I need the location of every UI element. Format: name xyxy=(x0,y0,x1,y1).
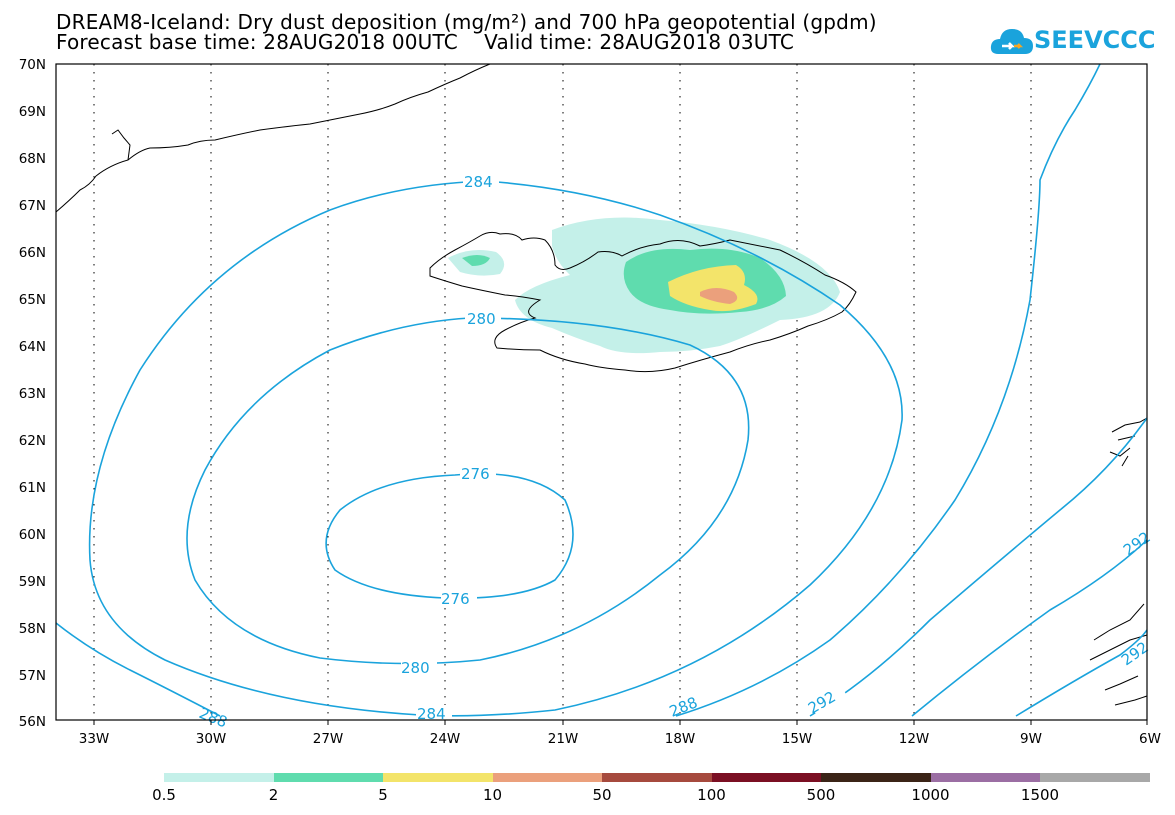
lat-label: 69N xyxy=(19,104,46,120)
map-frame xyxy=(55,63,1148,721)
logo-text: SEEVCCC xyxy=(1034,26,1156,54)
lat-label: 60N xyxy=(19,527,46,543)
lon-label: 9W xyxy=(1020,731,1042,747)
lon-label: 18W xyxy=(665,731,696,747)
contour-276 xyxy=(325,472,574,599)
geopotential-contours xyxy=(55,63,1148,717)
map-title-line1: DREAM8-Iceland: Dry dust deposition (mg/… xyxy=(56,10,877,34)
tick-marks xyxy=(93,720,1148,725)
contour-292-b xyxy=(911,539,1148,717)
colorbar-segment xyxy=(164,773,274,782)
contour-label: 288 xyxy=(667,693,700,720)
contour-288-left xyxy=(55,622,221,717)
contour-292-a xyxy=(809,417,1148,717)
contour-288-right xyxy=(675,63,1101,717)
colorbar-label: 0.5 xyxy=(152,786,176,804)
seevccc-logo: SEEVCCC xyxy=(990,20,1156,60)
colorbar-label: 100 xyxy=(697,786,726,804)
cloud-icon xyxy=(990,29,1033,54)
lat-labels: 70N 69N 68N 67N 66N 65N 64N 63N 62N 61N … xyxy=(19,57,46,730)
lon-label: 15W xyxy=(782,731,813,747)
contour-label: 284 xyxy=(417,705,446,723)
lat-label: 70N xyxy=(19,57,46,73)
colorbar-label: 2 xyxy=(268,786,279,804)
colorbar-segment xyxy=(602,773,712,782)
lon-label: 12W xyxy=(899,731,930,747)
lat-label: 56N xyxy=(19,714,46,730)
colorbar-segment xyxy=(711,773,821,782)
gridlines xyxy=(93,64,1032,720)
colorbar-segment xyxy=(1040,773,1150,782)
lon-label: 21W xyxy=(548,731,579,747)
colorbar-segment xyxy=(492,773,602,782)
lat-label: 62N xyxy=(19,433,46,449)
colorbar-label: 50 xyxy=(592,786,612,804)
lon-label: 24W xyxy=(430,731,461,747)
contour-label: 288 xyxy=(197,704,230,731)
colorbar-label: 500 xyxy=(806,786,836,804)
lon-labels: 33W 30W 27W 24W 21W 18W 15W 12W 9W 6W xyxy=(79,731,1161,747)
colorbar-label: 1500 xyxy=(1020,786,1060,804)
contour-label: 276 xyxy=(461,465,490,483)
colorbar-segment xyxy=(383,773,493,782)
coastlines xyxy=(55,63,1148,706)
lat-label: 63N xyxy=(19,386,46,402)
colorbar-label: 10 xyxy=(482,786,503,804)
lat-label: 64N xyxy=(19,339,46,355)
lat-label: 67N xyxy=(19,198,46,214)
contour-label: 280 xyxy=(401,659,430,677)
lat-label: 61N xyxy=(19,480,46,496)
lat-label: 59N xyxy=(19,574,46,590)
contour-label: 284 xyxy=(464,173,493,191)
contour-label: 292 xyxy=(1120,528,1154,559)
colorbar-label: 5 xyxy=(378,786,388,804)
lon-label: 6W xyxy=(1139,731,1161,747)
colorbar-segment xyxy=(930,773,1040,782)
contour-label: 280 xyxy=(467,310,496,328)
colorbar-label: 1000 xyxy=(911,786,950,804)
contour-292-c xyxy=(1015,629,1148,717)
lon-label: 30W xyxy=(196,731,227,747)
contour-label: 276 xyxy=(441,590,470,608)
contour-284 xyxy=(88,180,903,717)
map-title-line2: Forecast base time: 28AUG2018 00UTC Vali… xyxy=(56,30,795,54)
lat-label: 66N xyxy=(19,245,46,261)
colorbar-segment xyxy=(273,773,383,782)
lon-label: 33W xyxy=(79,731,110,747)
dust-deposition-field xyxy=(448,217,840,354)
lon-label: 27W xyxy=(313,731,344,747)
lat-label: 58N xyxy=(19,621,46,637)
lat-label: 68N xyxy=(19,151,46,167)
lat-label: 65N xyxy=(19,292,46,308)
colorbar-segment xyxy=(821,773,931,782)
colorbar xyxy=(164,773,1150,782)
lat-label: 57N xyxy=(19,668,46,684)
